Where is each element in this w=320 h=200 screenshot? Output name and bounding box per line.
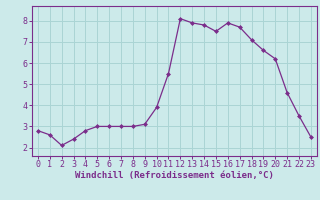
X-axis label: Windchill (Refroidissement éolien,°C): Windchill (Refroidissement éolien,°C) — [75, 171, 274, 180]
